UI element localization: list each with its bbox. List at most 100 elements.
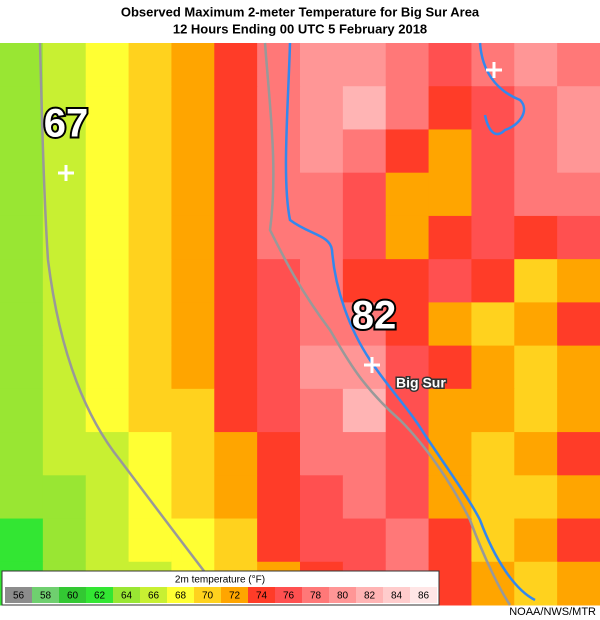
grid-cell: [0, 302, 44, 347]
grid-cell: [0, 432, 44, 476]
grid-cell: [514, 388, 558, 433]
grid-cell: [257, 43, 301, 87]
station-value: 67: [44, 102, 89, 146]
grid-cell: [557, 259, 600, 303]
grid-cell: [300, 518, 344, 563]
grid-cell: [128, 388, 172, 433]
colorbar: 56 58 60 62 64 66 68 70 72 74 76 78 80 82 84 86: [5, 587, 437, 603]
colorbar-title: 2m temperature (°F): [175, 575, 265, 586]
grid-cell: [342, 388, 387, 433]
grid-cell: [342, 129, 387, 174]
grid-cell: [300, 43, 344, 87]
grid-cell: [214, 43, 258, 87]
grid-cell: [214, 432, 258, 476]
colorbar-swatch: [194, 587, 221, 603]
temperature-grid: [0, 43, 600, 606]
grid-cell: [514, 432, 558, 476]
grid-cell: [42, 302, 87, 347]
grid-cell: [257, 388, 301, 433]
colorbar-label: 78: [310, 591, 322, 602]
colorbar-swatch: [221, 587, 248, 603]
grid-cell: [214, 302, 258, 347]
grid-cell: [428, 345, 472, 390]
grid-cell: [471, 215, 515, 260]
colorbar-swatch: [86, 587, 113, 603]
grid-cell: [342, 259, 387, 303]
grid-cell: [42, 215, 87, 260]
grid-cell: [85, 388, 130, 433]
grid-cell: [557, 302, 600, 347]
grid-cell: [128, 172, 172, 217]
grid-cell: [0, 518, 44, 563]
grid-cell: [214, 129, 258, 174]
grid-cell: [514, 129, 558, 174]
grid-cell: [128, 518, 172, 563]
grid-cell: [428, 172, 472, 217]
grid-cell: [257, 475, 301, 520]
grid-cell: [428, 302, 472, 347]
grid-cell: [385, 129, 430, 174]
grid-cell: [557, 215, 600, 260]
colorbar-label: 86: [418, 591, 430, 602]
grid-cell: [171, 388, 215, 433]
grid-cell: [385, 43, 430, 87]
grid-cell: [214, 172, 258, 217]
grid-cell: [214, 215, 258, 260]
grid-cell: [557, 86, 600, 130]
colorbar-label: 68: [175, 591, 187, 602]
grid-cell: [428, 259, 472, 303]
colorbar-swatch: [5, 587, 32, 603]
grid-cell: [471, 302, 515, 347]
grid-cell: [514, 518, 558, 563]
grid-cell: [85, 475, 130, 520]
colorbar-swatch: [302, 587, 329, 603]
grid-cell: [385, 518, 430, 563]
colorbar-swatch: [329, 587, 356, 603]
grid-cell: [557, 561, 600, 606]
station-marker: [486, 62, 502, 78]
grid-cell: [557, 432, 600, 476]
grid-cell: [300, 432, 344, 476]
grid-cell: [257, 129, 301, 174]
colorbar-swatch: [410, 587, 437, 603]
grid-cell: [214, 259, 258, 303]
grid-cell: [471, 475, 515, 520]
grid-cell: [557, 129, 600, 174]
grid-cell: [257, 345, 301, 390]
grid-cell: [428, 388, 472, 433]
grid-cell: [171, 172, 215, 217]
grid-cell: [428, 86, 472, 130]
grid-cell: [171, 86, 215, 130]
grid-cell: [42, 388, 87, 433]
grid-cell: [42, 518, 87, 563]
grid-cell: [342, 518, 387, 563]
grid-cell: [514, 345, 558, 390]
colorbar-label: 74: [256, 591, 268, 602]
colorbar-label: 84: [391, 591, 403, 602]
grid-cell: [342, 43, 387, 87]
grid-cell: [428, 518, 472, 563]
colorbar-label: 82: [364, 591, 376, 602]
grid-cell: [128, 259, 172, 303]
grid-cell: [514, 302, 558, 347]
grid-cell: [342, 432, 387, 476]
grid-cell: [300, 388, 344, 433]
grid-cell: [471, 561, 515, 606]
grid-cell: [257, 259, 301, 303]
grid-cell: [385, 215, 430, 260]
grid-cell: [128, 432, 172, 476]
grid-cell: [0, 86, 44, 130]
colorbar-swatch: [32, 587, 59, 603]
colorbar-swatch: [59, 587, 86, 603]
credit: NOAA/NWS/MTR: [509, 606, 596, 618]
grid-cell: [557, 518, 600, 563]
grid-cell: [171, 259, 215, 303]
station-marker: [58, 165, 74, 181]
colorbar-label: 76: [283, 591, 295, 602]
colorbar-label: 60: [67, 591, 79, 602]
grid-cell: [257, 86, 301, 130]
grid-cell: [128, 345, 172, 390]
grid-cell: [300, 475, 344, 520]
grid-cell: [300, 129, 344, 174]
